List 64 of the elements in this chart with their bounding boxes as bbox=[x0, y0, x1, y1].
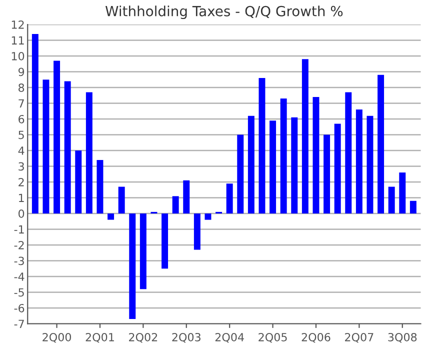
bar bbox=[280, 98, 287, 214]
bar bbox=[410, 200, 416, 214]
y-tick-label: 8 bbox=[18, 83, 24, 92]
bar bbox=[334, 124, 341, 214]
bar bbox=[302, 59, 308, 214]
bar bbox=[96, 160, 104, 214]
bar bbox=[129, 214, 136, 320]
y-tick-label: -1 bbox=[14, 225, 24, 234]
y-tick-label: 10 bbox=[12, 52, 24, 60]
x-tick-label: 2Q00 bbox=[42, 332, 72, 343]
bar bbox=[204, 214, 212, 220]
bar bbox=[75, 150, 82, 214]
x-tick-label: 2Q05 bbox=[258, 332, 287, 343]
bar bbox=[324, 134, 330, 214]
bar bbox=[378, 74, 384, 214]
bar bbox=[388, 186, 395, 214]
y-tick-label: -3 bbox=[14, 256, 24, 266]
x-tick-label: 2Q07 bbox=[345, 332, 374, 343]
bar bbox=[64, 81, 71, 214]
y-tick-label: 5 bbox=[18, 130, 24, 140]
y-tick-label: -6 bbox=[14, 304, 24, 312]
x-tick-label: 2Q04 bbox=[215, 332, 244, 343]
bar bbox=[86, 92, 92, 214]
bar bbox=[194, 214, 200, 250]
y-tick-label: 1 bbox=[19, 194, 24, 202]
bar bbox=[366, 116, 374, 214]
y-tick-label: -7 bbox=[14, 320, 24, 328]
x-tick-label: 2Q06 bbox=[302, 332, 330, 343]
bar bbox=[226, 184, 233, 214]
bar bbox=[118, 186, 125, 214]
bar bbox=[54, 60, 60, 214]
bar bbox=[172, 196, 179, 214]
y-tick-label: -2 bbox=[14, 240, 24, 250]
y-tick-label: 3 bbox=[18, 162, 24, 171]
y-tick-label: -4 bbox=[14, 272, 24, 281]
x-tick-label: 2Q01 bbox=[86, 332, 114, 343]
bar bbox=[248, 116, 254, 214]
bar bbox=[258, 78, 266, 214]
bar bbox=[356, 110, 362, 214]
bar bbox=[270, 120, 276, 214]
y-tick-label: 4 bbox=[18, 146, 24, 155]
y-tick-label: 2 bbox=[18, 178, 24, 186]
bar bbox=[162, 214, 168, 269]
bar bbox=[32, 34, 38, 214]
bar bbox=[237, 134, 244, 214]
bar bbox=[345, 92, 352, 214]
y-tick-label: -5 bbox=[14, 288, 24, 297]
bar bbox=[183, 180, 190, 214]
x-tick-label: 3Q08 bbox=[388, 332, 417, 343]
x-tick-label: 2Q02 bbox=[129, 332, 158, 343]
bar bbox=[108, 214, 114, 220]
chart-title: Withholding Taxes - Q/Q Growth % bbox=[105, 6, 343, 20]
y-tick-label: 7 bbox=[18, 99, 24, 108]
bar bbox=[399, 172, 406, 214]
bar bbox=[312, 96, 320, 214]
y-tick-label: 9 bbox=[18, 68, 24, 76]
bar bbox=[140, 214, 146, 290]
bar bbox=[42, 80, 50, 214]
y-tick-label: 11 bbox=[12, 36, 24, 44]
x-tick-label: 2Q03 bbox=[172, 332, 200, 343]
y-tick-label: 6 bbox=[18, 114, 24, 124]
bar bbox=[291, 117, 298, 214]
y-tick-label: 12 bbox=[12, 20, 24, 29]
y-tick-label: 0 bbox=[18, 209, 24, 218]
